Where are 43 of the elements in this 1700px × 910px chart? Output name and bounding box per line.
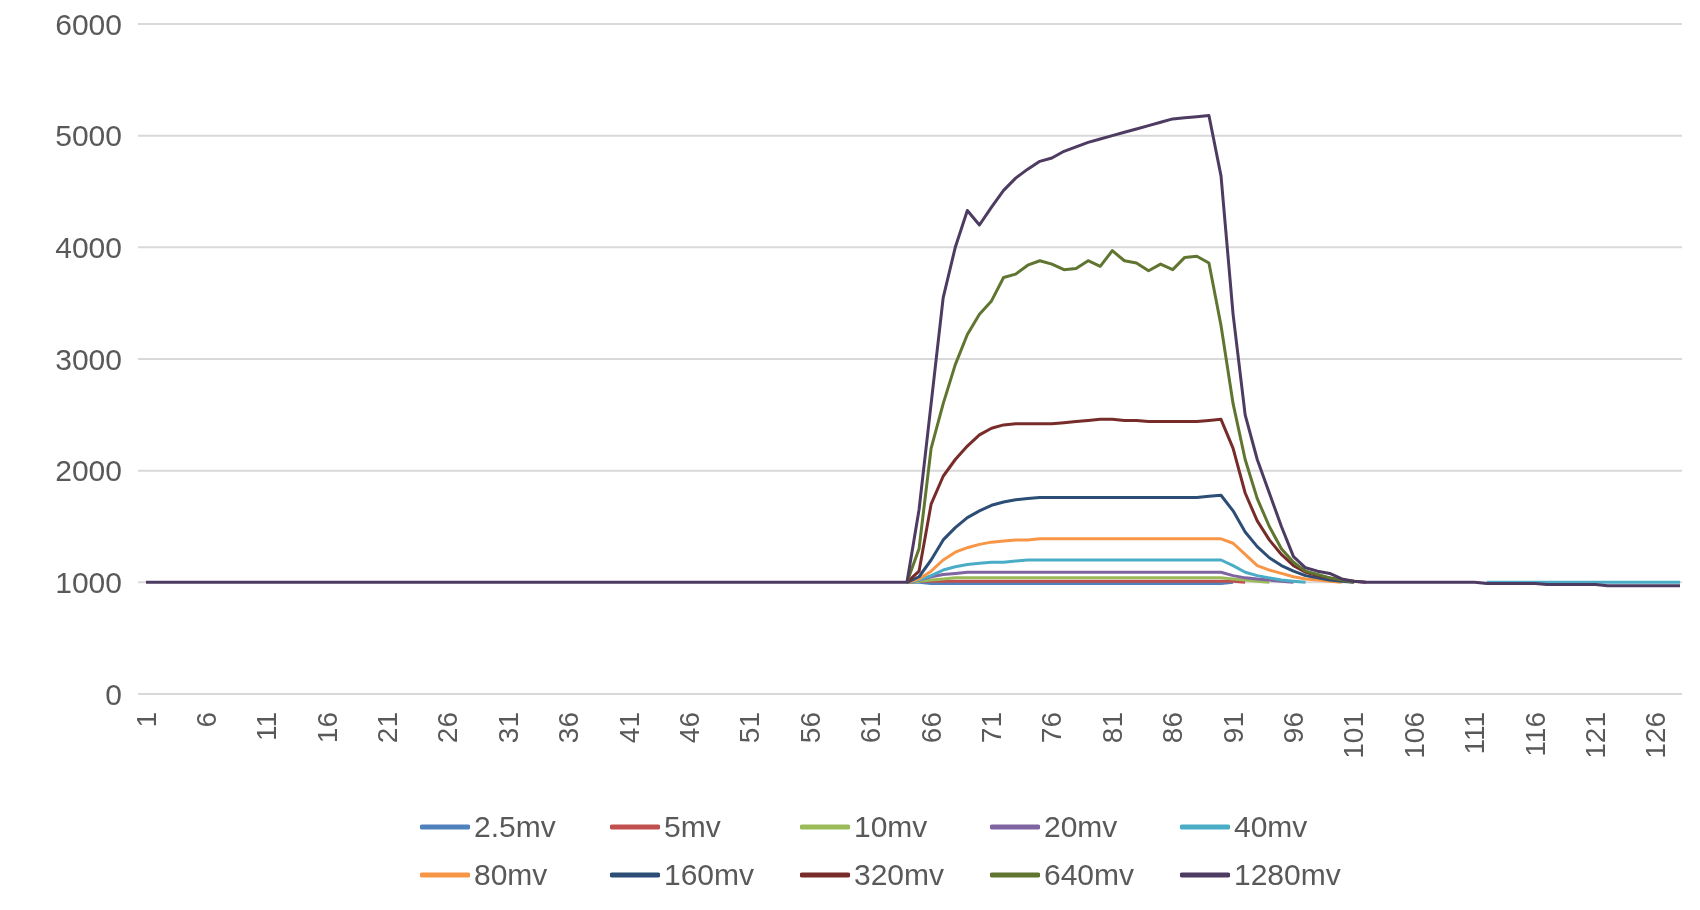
- x-tick-label: 91: [1217, 712, 1249, 744]
- x-tick-label: 56: [794, 712, 826, 744]
- legend-label: 80mv: [474, 858, 548, 892]
- x-tick-label: 11: [251, 712, 283, 742]
- x-tick-label: 31: [492, 712, 524, 744]
- x-tick-label: 81: [1096, 712, 1128, 744]
- x-tick-label: 36: [553, 712, 585, 744]
- x-tick-label: 111: [1459, 712, 1491, 755]
- x-tick-label: 6: [190, 712, 222, 728]
- x-tick-label: 96: [1277, 712, 1309, 744]
- legend-label: 20mv: [1044, 810, 1118, 844]
- x-tick-label: 86: [1157, 712, 1189, 744]
- y-tick-label: 6000: [55, 7, 122, 41]
- x-tick-label: 21: [372, 712, 404, 744]
- legend-label: 2.5mv: [474, 810, 556, 844]
- y-tick-label: 4000: [55, 230, 122, 264]
- x-tick-label: 41: [613, 712, 645, 744]
- x-tick-label: 121: [1579, 712, 1611, 759]
- x-tick-label: 116: [1519, 712, 1551, 757]
- legend-label: 40mv: [1234, 810, 1308, 844]
- y-tick-label: 3000: [55, 342, 122, 376]
- y-tick-label: 1000: [55, 565, 122, 599]
- legend-label: 5mv: [664, 810, 721, 844]
- x-tick-label: 101: [1338, 712, 1370, 759]
- x-tick-label: 71: [976, 712, 1008, 744]
- legend-label: 160mv: [664, 858, 755, 892]
- x-tick-label: 1: [130, 712, 162, 728]
- y-tick-label: 2000: [55, 454, 122, 488]
- y-tick-label: 5000: [55, 119, 122, 153]
- legend-label: 640mv: [1044, 858, 1135, 892]
- x-tick-label: 16: [311, 712, 343, 744]
- y-tick-label: 0: [105, 677, 122, 711]
- x-tick-label: 26: [432, 712, 464, 744]
- x-tick-label: 51: [734, 712, 766, 744]
- x-tick-label: 106: [1398, 712, 1430, 759]
- legend-label: 10mv: [854, 810, 928, 844]
- x-tick-label: 76: [1036, 712, 1068, 744]
- x-tick-label: 46: [674, 712, 706, 744]
- x-tick-label: 66: [915, 712, 947, 744]
- x-tick-label: 61: [855, 712, 887, 744]
- x-tick-label: 126: [1640, 712, 1672, 759]
- legend-label: 1280mv: [1234, 858, 1341, 892]
- legend-label: 320mv: [854, 858, 945, 892]
